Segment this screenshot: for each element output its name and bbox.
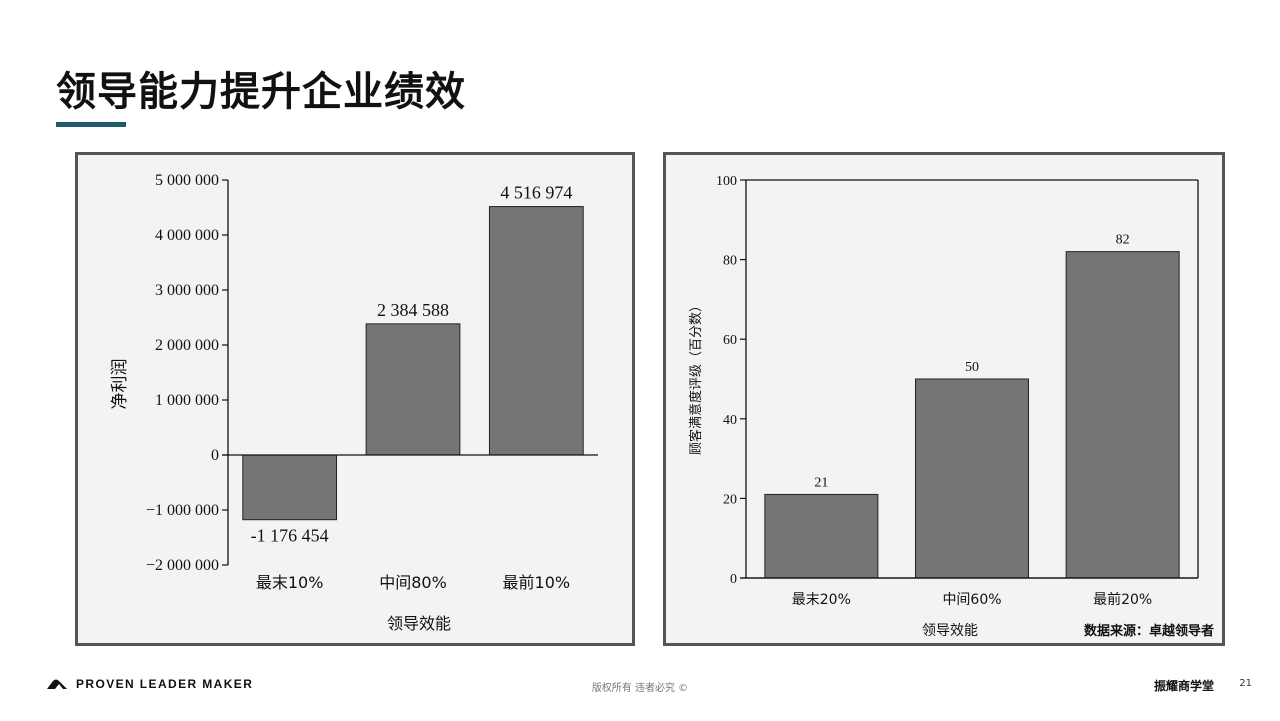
y-tick-label: 4 000 000: [155, 227, 219, 244]
y-axis-title: 顾客满意度评级（百分数）: [688, 299, 704, 455]
category-label: 最末20%: [792, 592, 851, 608]
category-label: 中间60%: [942, 592, 1001, 608]
bar-value-label: 50: [965, 360, 979, 375]
y-tick-label: 1 000 000: [155, 392, 219, 409]
bar-2: [1065, 251, 1180, 579]
category-label: 最末10%: [256, 573, 324, 592]
category-label: 最前10%: [503, 573, 571, 592]
bar-value-label: 82: [1116, 233, 1130, 248]
y-tick-label: 100: [716, 174, 737, 189]
bar-0: [764, 493, 879, 579]
brand-mark-icon: [47, 679, 67, 689]
satisfaction-chart-panel: 0 20 40 60 80 100 21 50 82 最末20% 中间60% 最前20% 领导效能 顾客满…: [663, 152, 1225, 646]
footer-brand: PROVEN LEADER MAKER: [76, 677, 254, 691]
y-tick-label: 5 000 000: [155, 172, 219, 189]
footer-org: 振耀商学堂: [1153, 679, 1214, 693]
slide-title: 领导能力提升企业绩效: [56, 69, 466, 115]
bar-value-label: 21: [814, 475, 828, 490]
footer-logo: PROVEN LEADER MAKER: [46, 676, 253, 692]
footer-copyright: 版权所有 违者必究 ©: [591, 683, 689, 694]
bar-1: [365, 323, 461, 456]
y-tick-label: 0: [211, 447, 219, 464]
x-axis-title: 领导效能: [922, 623, 978, 639]
satisfaction-chart: 0 20 40 60 80 100 21 50 82 最末20% 中间60% 最前20% 领导效能 顾客满…: [688, 174, 1214, 639]
profit-chart-panel: −2 000 000 −1 000 000 0 1 000 000 2 000 000 3…: [75, 152, 635, 646]
y-tick-label: 2 000 000: [155, 337, 219, 354]
y-tick-label: 80: [723, 254, 737, 269]
page-number: 21: [1239, 678, 1252, 689]
y-tick-label: 40: [723, 413, 737, 428]
y-tick-label: 3 000 000: [155, 282, 219, 299]
bar-2: [488, 206, 584, 456]
bar-value-label: -1 176 454: [251, 526, 329, 546]
category-label: 最前20%: [1093, 591, 1152, 608]
category-label: 中间80%: [379, 573, 447, 592]
bar-1: [915, 378, 1029, 579]
x-axis-title: 领导效能: [387, 614, 451, 633]
bar-value-label: 2 384 588: [377, 300, 449, 320]
bar-0: [242, 454, 338, 521]
y-tick-label: 60: [723, 333, 737, 348]
title-underline: [56, 122, 126, 127]
y-tick-label: −2 000 000: [146, 557, 219, 574]
y-tick-label: −1 000 000: [146, 502, 219, 519]
bar-value-label: 4 516 974: [500, 183, 572, 203]
data-source-note: 数据来源：卓越领导者: [1084, 623, 1214, 639]
y-axis-title: 净利润: [110, 359, 130, 410]
y-tick-label: 0: [730, 572, 737, 587]
profit-chart: −2 000 000 −1 000 000 0 1 000 000 2 000 000 3…: [110, 172, 598, 633]
y-tick-label: 20: [723, 492, 737, 507]
